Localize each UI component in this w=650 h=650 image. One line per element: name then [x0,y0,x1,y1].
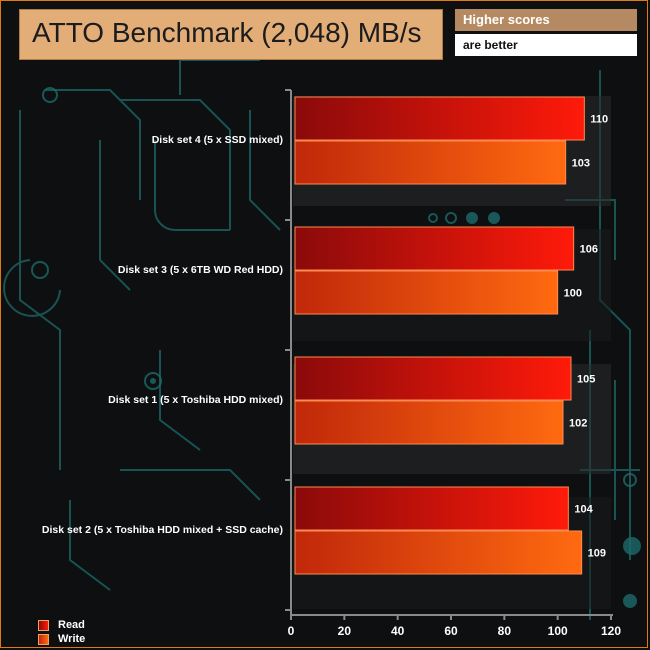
x-tick-label: 80 [498,624,512,638]
category-label: Disk set 2 (5 x Toshiba HDD mixed + SSD … [42,524,283,536]
x-tick-label: 0 [288,624,295,638]
x-tick-label: 120 [601,624,621,638]
category-label: Disk set 3 (5 x 6TB WD Red HDD) [118,264,283,276]
category-label: Disk set 1 (5 x Toshiba HDD mixed) [108,394,283,406]
data-label: 103 [572,158,590,170]
legend-label: Read [58,619,85,631]
data-label: 110 [590,114,608,126]
bar-read [294,356,572,401]
title-box: ATTO Benchmark (2,048) MB/s [19,9,443,60]
data-label: 100 [564,288,582,300]
bar-write [294,140,567,185]
chart-title: ATTO Benchmark (2,048) MB/s [32,17,422,48]
note-are-better: are better [455,34,637,56]
data-label: 109 [588,548,606,560]
data-label: 105 [577,374,595,386]
bar-read [294,486,569,531]
note-higher-scores: Higher scores [455,9,637,31]
x-tick-label: 100 [548,624,568,638]
bar-write [294,530,583,575]
legend-item-read: Read [38,618,85,632]
legend-swatch [38,619,49,631]
legend: Read Write [38,618,85,646]
bar-read [294,226,575,271]
x-tick-label: 60 [444,624,458,638]
legend-swatch [38,633,49,645]
bar-write [294,400,564,445]
data-label: 102 [569,418,587,430]
legend-label: Write [58,633,86,645]
x-tick-label: 20 [338,624,352,638]
x-tick-label: 40 [391,624,405,638]
bar-write [294,270,559,315]
data-label: 106 [580,244,598,256]
bar-read [294,96,585,141]
data-label: 104 [574,504,593,516]
legend-item-write: Write [38,632,85,646]
category-label: Disk set 4 (5 x SSD mixed) [152,134,283,146]
